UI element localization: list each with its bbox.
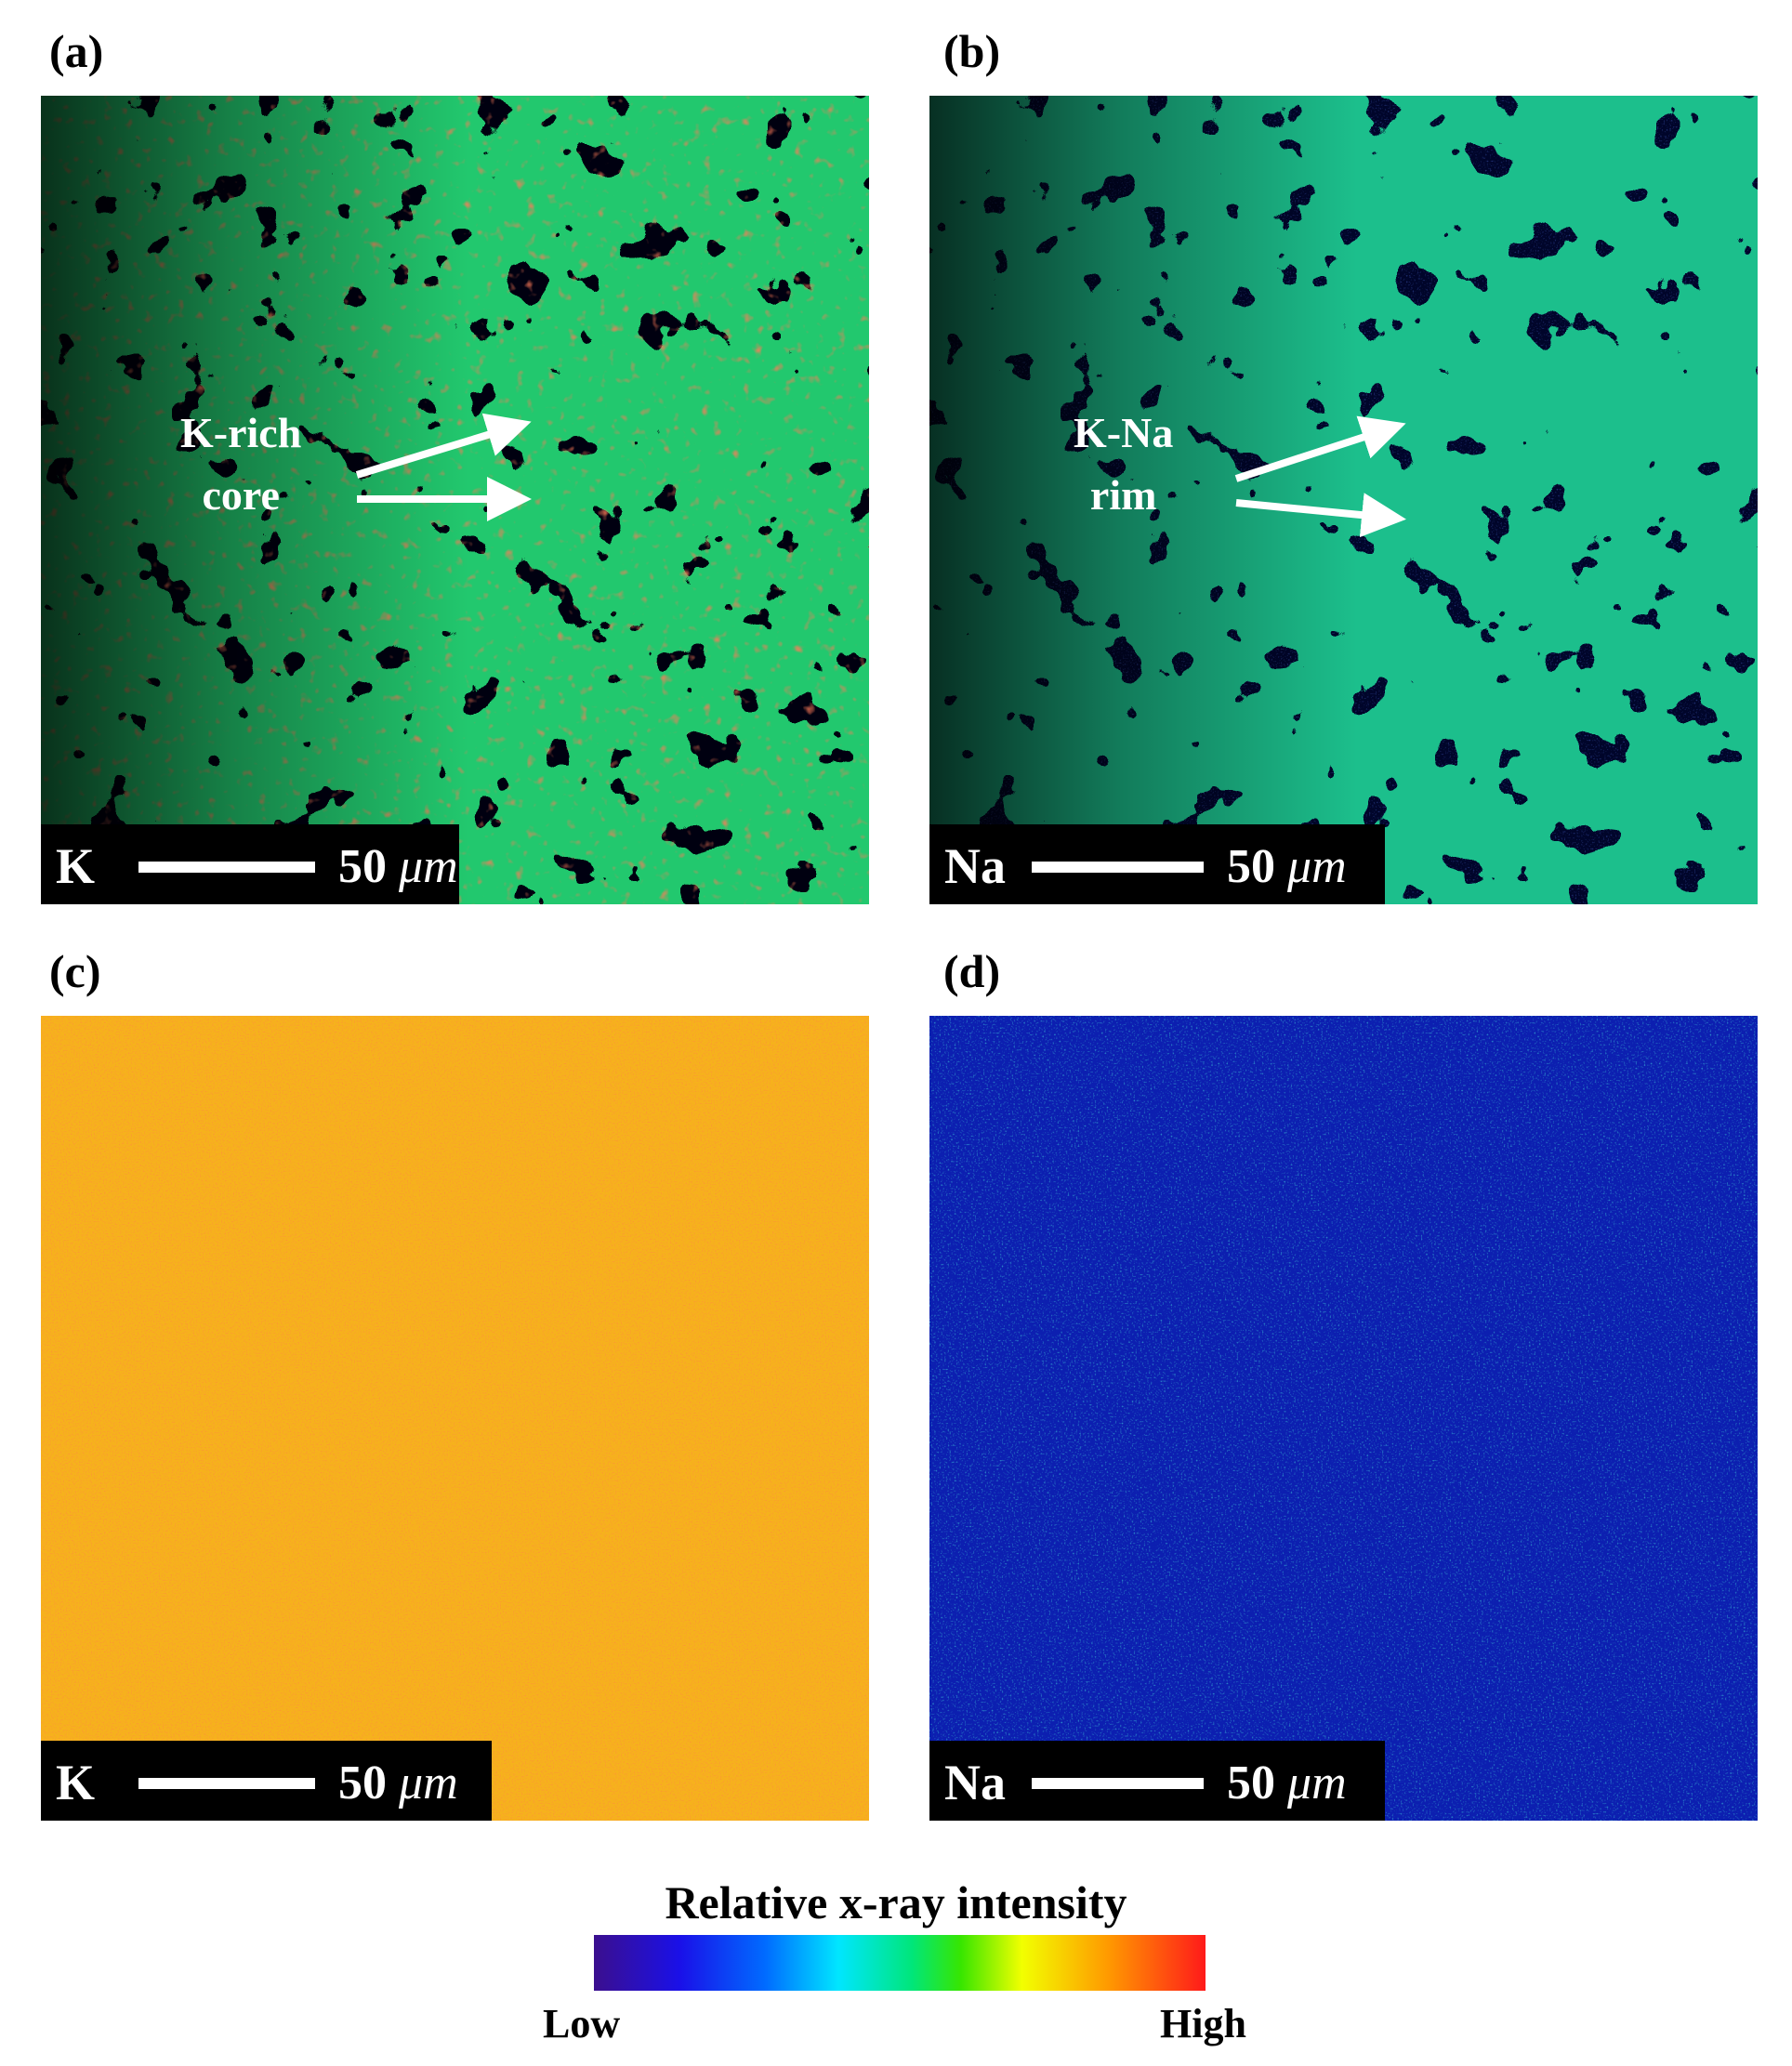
scale-unit: μm [399, 1757, 458, 1809]
annotation-line-2: core [202, 470, 280, 519]
arrows-a [355, 413, 532, 521]
scale-bar [138, 862, 315, 873]
scale-unit: μm [1287, 1757, 1347, 1809]
scale-value: 50 [338, 1757, 387, 1809]
arrows-b [1234, 415, 1406, 538]
na-map-d: Na 50 μm [929, 1016, 1758, 1821]
scale-value: 50 [1227, 1757, 1275, 1809]
scale-bar [1032, 862, 1204, 873]
arrow-icon [1235, 493, 1406, 538]
panel-label-b: (b) [943, 25, 1001, 77]
panel-label-a: (a) [49, 25, 104, 77]
scale-label: 50 μm [338, 843, 458, 891]
na-map-b: K-Na rim Na 50 μm [929, 96, 1758, 904]
scale-bar-box: Na 50 μm [929, 824, 1385, 904]
colorbar [594, 1935, 1206, 1991]
panel-label-c: (c) [49, 945, 101, 997]
element-label: K [56, 1755, 96, 1810]
k-distribution-image-c [41, 1016, 869, 1821]
annotation-line-2: rim [1089, 470, 1157, 519]
scale-bar-box: K 50 μm [41, 824, 459, 904]
scale-unit: μm [1287, 840, 1347, 893]
element-label: Na [944, 838, 1006, 894]
panel-label-d: (d) [943, 945, 1001, 997]
colorbar-low-label: Low [543, 2001, 621, 2046]
arrow-icon [355, 413, 532, 479]
scale-bar [1032, 1778, 1204, 1789]
scale-bar [138, 1778, 315, 1789]
k-map-c: K 50 μm [41, 1016, 869, 1821]
scale-value: 50 [1227, 840, 1275, 893]
colorbar-high-label: High [1160, 2001, 1246, 2046]
annotation-line-1: K-Na [1074, 409, 1174, 456]
element-label: K [56, 838, 96, 894]
na-distribution-image-b [929, 96, 1758, 904]
scale-label: 50 μm [338, 1759, 458, 1808]
scale-label: 50 μm [1227, 843, 1347, 891]
scale-label: 50 μm [1227, 1759, 1347, 1808]
annotation-k-rich-core: K-rich core [180, 402, 301, 526]
scale-unit: μm [399, 840, 458, 893]
arrow-icon [1234, 415, 1406, 482]
scale-value: 50 [338, 840, 387, 893]
colorbar-title: Relative x-ray intensity [665, 1876, 1127, 1928]
annotation-k-na-rim: K-Na rim [1074, 402, 1173, 526]
scale-bar-box: Na 50 μm [929, 1741, 1385, 1821]
na-distribution-image-d [929, 1016, 1758, 1821]
k-map-a: K-rich core K 50 μm [41, 96, 869, 904]
annotation-line-1: K-rich [180, 409, 302, 456]
scale-bar-box: K 50 μm [41, 1741, 492, 1821]
element-label: Na [944, 1755, 1006, 1810]
